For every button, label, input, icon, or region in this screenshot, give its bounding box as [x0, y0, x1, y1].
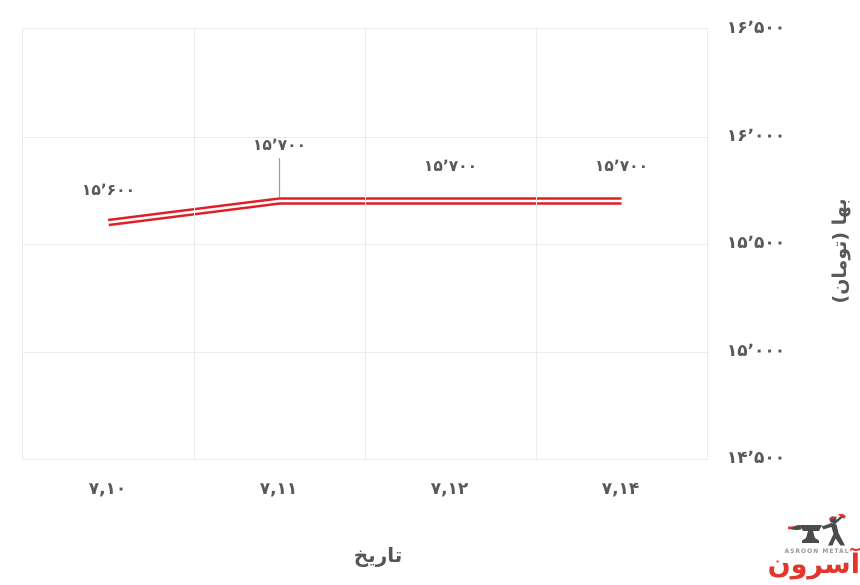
horizontal-gridline — [23, 351, 707, 353]
plot-area: ۱۵٬۶۰۰ ۱۵٬۷۰۰ ۱۵٬۷۰۰ ۱۵٬۷۰۰ — [22, 28, 708, 460]
horizontal-gridline — [23, 136, 707, 138]
blacksmith-anvil-icon — [788, 514, 847, 546]
x-axis-title: تاریخ — [353, 543, 403, 567]
x-axis-tick-label: ۷,۱۰ — [88, 479, 127, 499]
data-point-label: ۱۵٬۷۰۰ — [594, 157, 649, 175]
y-axis-tick-label: ۱۶٬۰۰۰ — [726, 125, 786, 146]
y-axis-tick-label: ۱۵٬۰۰۰ — [726, 340, 786, 361]
y-axis-title: بها (تومان) — [829, 198, 851, 304]
x-axis-tick-label: ۷,۱۴ — [601, 479, 640, 499]
logo-brand-en: ASROON METAL — [784, 548, 850, 555]
y-axis-tick-label: ۱۶٬۵۰۰ — [726, 18, 786, 38]
logo-brand-fa: آسرون — [767, 549, 860, 580]
horizontal-gridline — [23, 244, 707, 245]
data-point-label: ۱۵٬۷۰۰ — [423, 157, 478, 175]
y-axis-tick-label: ۱۴٬۵۰۰ — [726, 448, 786, 468]
y-axis-tick-label: ۱۵٬۵۰۰ — [726, 233, 786, 253]
x-axis-tick-label: ۷,۱۲ — [430, 479, 469, 499]
data-point-label: ۱۵٬۶۰۰ — [81, 180, 136, 199]
x-axis-tick-label: ۷,۱۱ — [259, 479, 298, 499]
asroon-logo: ASROON METAL آسرون — [767, 513, 860, 583]
data-point-label: ۱۵٬۷۰۰ — [252, 136, 307, 154]
